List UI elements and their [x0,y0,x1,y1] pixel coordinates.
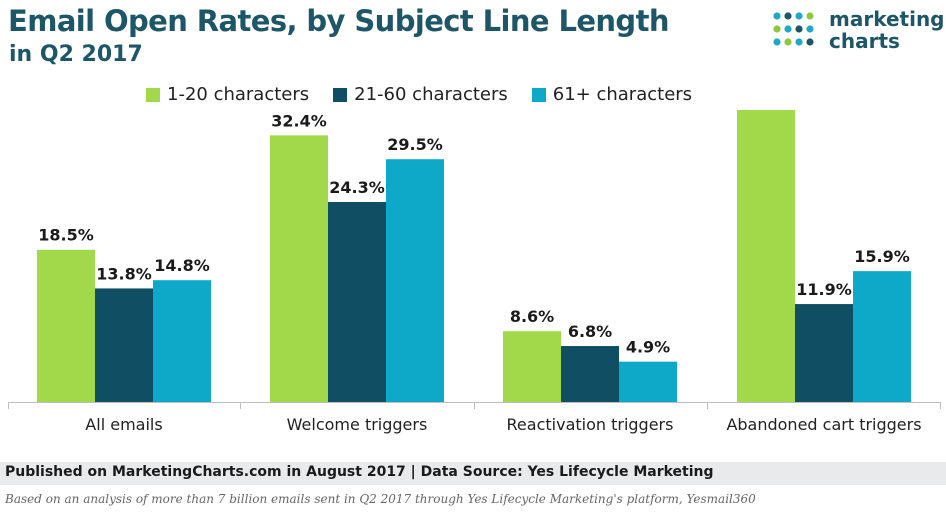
x-tick-label: Welcome triggers [287,415,428,434]
legend-label: 21-60 characters [354,84,508,105]
bar [270,135,328,402]
bar-value-label: 8.6% [510,307,554,326]
marketingcharts-logo[interactable]: marketing charts [772,7,945,57]
chart-title: Email Open Rates, by Subject Line Length [8,4,670,38]
footer-note: Based on an analysis of more than 7 bill… [5,492,756,506]
bar-value-label: 14.8% [154,256,210,275]
bar [561,346,619,402]
bar-value-label: 6.8% [568,322,612,341]
logo-dot [795,25,803,33]
legend-swatch [146,87,160,102]
legend-swatch [333,87,348,102]
logo-dot [773,25,781,33]
bar [153,280,211,402]
bar [853,271,911,402]
bar-value-label: 32.4% [271,111,327,130]
bar-value-label: 13.8% [96,264,152,283]
logo-text: marketing charts [829,8,945,52]
logo-dots-icon [773,12,814,46]
legend-swatch [531,87,546,102]
bar-value-label: 29.5% [387,135,443,154]
bar-value-label: 15.9% [854,247,910,266]
bar [503,331,561,402]
legend-item-1-20: 1-20 characters [146,84,309,105]
bar-value-label: 18.5% [38,226,94,245]
bar [795,304,853,402]
legend-label: 61+ characters [552,84,693,105]
chart-legend: 1-20 characters 21-60 characters 61+ cha… [146,84,716,105]
legend-label: 1-20 characters [167,84,310,105]
bar-value-label: 24.3% [329,178,385,197]
bar-chart: 18.5%13.8% 14.8% All emails 32.4% 24.3% 29.5%… [8,110,941,434]
legend-item-61-plus: 61+ characters [531,84,693,105]
bar [95,288,153,402]
logo-dot [784,38,792,46]
logo-dot [806,25,814,33]
logo-line-1: marketing [829,7,945,31]
x-tick-label: All emails [85,415,162,434]
footer-bar: Published on MarketingCharts.com in Augu… [0,462,946,485]
logo-dot [795,38,803,46]
logo-dot [773,38,781,46]
bar [328,202,386,402]
logo-dot [773,12,781,20]
logo-dot [784,25,792,33]
logo-line-2: charts [829,29,900,53]
bar-value-label: 4.9% [626,338,670,357]
bar [37,249,95,402]
chart-subtitle: in Q2 2017 [9,42,143,67]
bar [386,159,444,402]
legend-item-21-60: 21-60 characters [333,84,508,105]
logo-dot [806,38,814,46]
bar-value-label: 11.9% [796,280,852,299]
bar [619,361,677,402]
x-tick-label: Reactivation triggers [507,415,674,434]
logo-dot [784,12,792,20]
x-tick-label: Abandoned cart triggers [726,415,921,434]
logo-dot [806,12,814,20]
logo-dot [795,12,803,20]
bar [737,110,795,403]
footer-published: Published on MarketingCharts.com in Augu… [5,464,714,480]
